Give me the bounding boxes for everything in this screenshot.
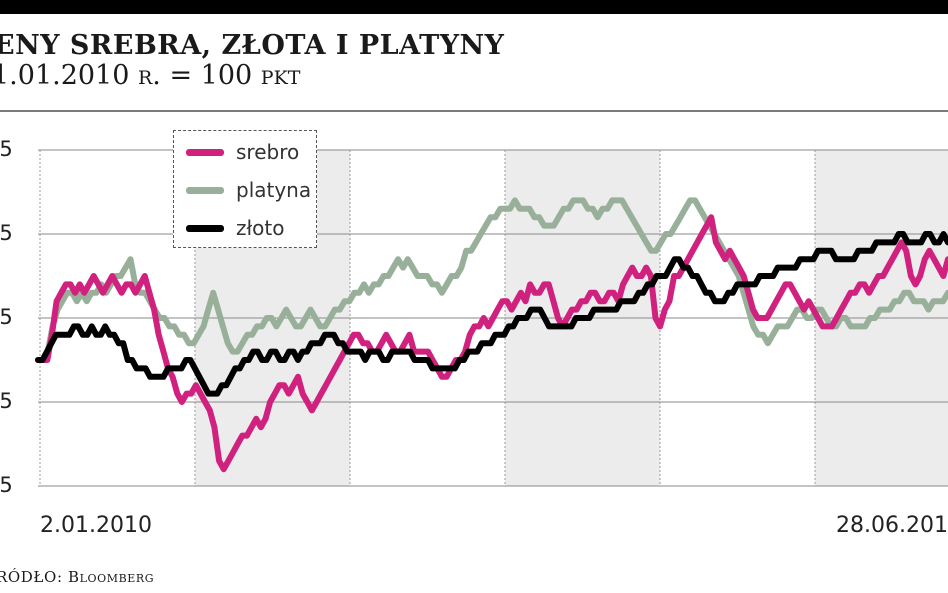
- header-divider: [0, 110, 948, 112]
- legend-label-zloto: złoto: [236, 216, 285, 240]
- top-bar: [0, 0, 948, 14]
- legend-item-platyna: platyna: [186, 175, 311, 205]
- chart-legend: srebro platyna złoto: [173, 130, 317, 248]
- chart-subtitle: 1.01.2010 r. = 100 pkt: [0, 60, 301, 91]
- series-line-platyna: [35, 197, 948, 363]
- x-tick-end: 28.06.201: [836, 513, 948, 538]
- y-tick-label: 15: [0, 221, 13, 245]
- source-note: RÓDŁO: Bloomberg: [0, 568, 155, 586]
- legend-swatch-platyna: [186, 186, 224, 194]
- y-tick-label: 85: [0, 473, 13, 497]
- chart-title: ENY SREBRA, ZŁOTA I PLATYNY: [0, 30, 505, 61]
- series-lines: [35, 197, 948, 473]
- legend-label-platyna: platyna: [236, 178, 312, 202]
- legend-item-zloto: złoto: [186, 213, 285, 243]
- series-line-srebro: [35, 214, 948, 473]
- y-tick-label: 95: [0, 389, 13, 413]
- legend-swatch-zloto: [186, 224, 224, 232]
- y-tick-label: 05: [0, 305, 13, 329]
- series-line-zloto: [35, 231, 948, 397]
- x-tick-start: 2.01.2010: [40, 513, 152, 538]
- y-tick-label: 25: [0, 137, 13, 161]
- legend-item-srebro: srebro: [186, 137, 299, 167]
- legend-swatch-srebro: [186, 148, 224, 156]
- legend-label-srebro: srebro: [236, 140, 300, 164]
